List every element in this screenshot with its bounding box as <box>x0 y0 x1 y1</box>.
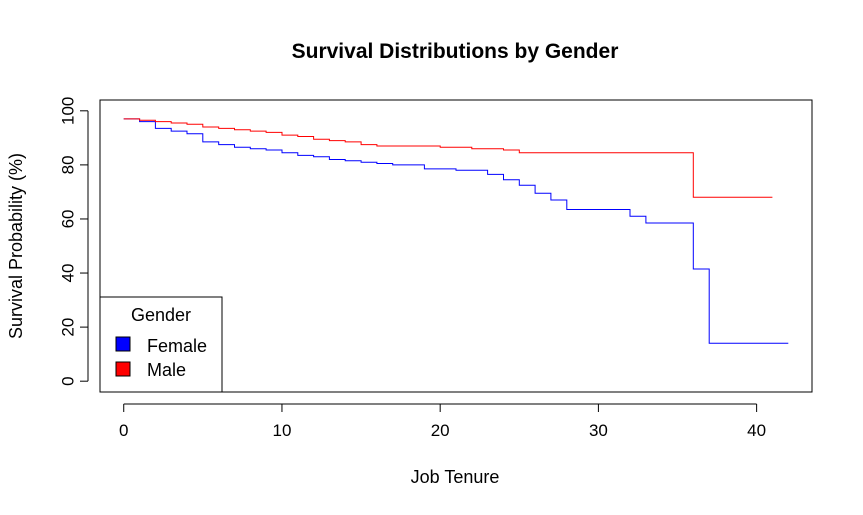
legend-label-female: Female <box>147 336 207 356</box>
x-tick-label: 20 <box>431 421 450 440</box>
legend-label-male: Male <box>147 360 186 380</box>
y-axis-label: Survival Probability (%) <box>6 153 26 339</box>
chart-title: Survival Distributions by Gender <box>292 40 619 63</box>
x-tick-label: 0 <box>119 421 128 440</box>
y-tick-label: 20 <box>59 318 78 337</box>
x-tick-label: 10 <box>272 421 291 440</box>
series-line-male <box>123 118 773 198</box>
series-lines <box>123 118 789 344</box>
y-tick-label: 40 <box>59 264 78 283</box>
x-axis: 0 10 20 30 40 <box>119 403 766 440</box>
y-tick-label: 80 <box>59 155 78 174</box>
y-axis: 0 20 40 60 80 100 <box>59 97 89 386</box>
series-line-female <box>123 118 789 344</box>
legend-swatch-female <box>115 336 131 352</box>
legend-title: Gender <box>131 305 191 325</box>
x-tick-label: 30 <box>589 421 608 440</box>
x-tick-label: 40 <box>747 421 766 440</box>
legend-swatch-male <box>115 361 131 377</box>
y-tick-label: 0 <box>59 376 78 385</box>
y-tick-label: 100 <box>59 97 78 125</box>
plot-box <box>99 99 813 393</box>
y-tick-label: 60 <box>59 210 78 229</box>
x-axis-label: Job Tenure <box>411 467 500 487</box>
legend: Gender Female Male <box>99 296 223 393</box>
